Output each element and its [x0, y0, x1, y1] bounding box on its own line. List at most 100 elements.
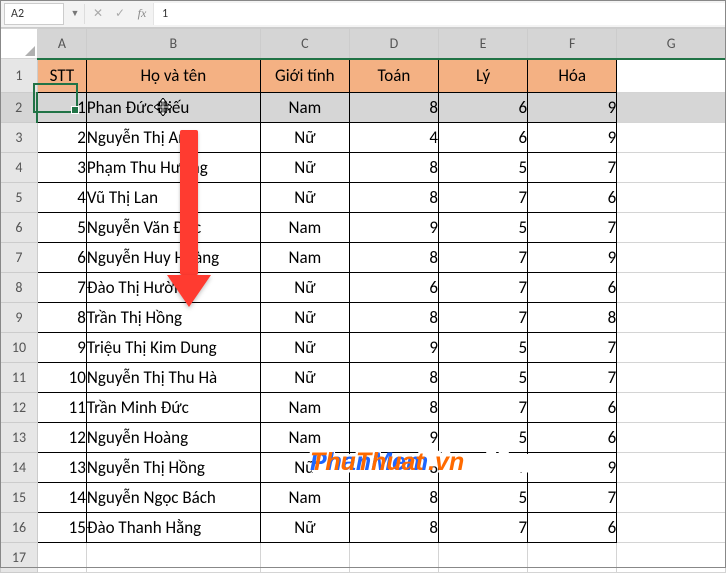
cell-G10[interactable]	[617, 333, 726, 363]
cell-name[interactable]: Vũ Thị Lan	[86, 183, 260, 213]
column-header-C[interactable]: C	[260, 29, 349, 59]
cell-phys[interactable]: 5	[439, 333, 528, 363]
row-header-12[interactable]: 12	[1, 393, 38, 423]
row-header-8[interactable]: 8	[1, 273, 38, 303]
cell-name[interactable]: Nguyễn Thị Anh	[86, 123, 260, 153]
cell-G1[interactable]	[617, 59, 726, 93]
cell-G16[interactable]	[617, 513, 726, 543]
cell-math[interactable]: 8	[349, 363, 438, 393]
column-header-F[interactable]: F	[528, 29, 617, 59]
cell-chem[interactable]: 9	[528, 123, 617, 153]
cell-math[interactable]: 8	[349, 93, 438, 123]
cell-chem[interactable]: 6	[528, 273, 617, 303]
cell-phys[interactable]: 7	[439, 453, 528, 483]
cell-phys[interactable]: 7	[439, 513, 528, 543]
row-header-13[interactable]: 13	[1, 423, 38, 453]
cell-G6[interactable]	[617, 213, 726, 243]
cell-G9[interactable]	[617, 303, 726, 333]
cell-phys[interactable]: 7	[439, 183, 528, 213]
cell-chem[interactable]: 6	[528, 423, 617, 453]
cell-phys[interactable]: 7	[439, 273, 528, 303]
cell-G3[interactable]	[617, 123, 726, 153]
cell-gender[interactable]: Nữ	[260, 333, 349, 363]
cell-stt[interactable]: 6	[37, 243, 86, 273]
cell-chem[interactable]: 6	[528, 513, 617, 543]
header-phys[interactable]: Lý	[439, 59, 528, 93]
row-header-14[interactable]: 14	[1, 453, 38, 483]
cell-gender[interactable]: Nữ	[260, 513, 349, 543]
row-header-11[interactable]: 11	[1, 363, 38, 393]
empty-cell[interactable]	[86, 543, 260, 573]
cell-chem[interactable]: 7	[528, 153, 617, 183]
cell-phys[interactable]: 5	[439, 483, 528, 513]
cell-phys[interactable]: 6	[439, 93, 528, 123]
cell-phys[interactable]: 5	[439, 423, 528, 453]
cell-math[interactable]: 8	[349, 303, 438, 333]
cell-phys[interactable]: 5	[439, 363, 528, 393]
cell-stt[interactable]: 13	[37, 453, 86, 483]
fx-icon[interactable]: fx	[131, 3, 153, 25]
cell-name[interactable]: Đào Thị Hường	[86, 273, 260, 303]
row-header-17[interactable]: 17	[1, 543, 38, 573]
cell-gender[interactable]: Nữ	[260, 183, 349, 213]
cell-name[interactable]: Phạm Thu Hương	[86, 153, 260, 183]
row-header-7[interactable]: 7	[1, 243, 38, 273]
cancel-icon[interactable]: ✕	[87, 3, 109, 25]
confirm-icon[interactable]: ✓	[109, 3, 131, 25]
cell-stt[interactable]: 2	[37, 123, 86, 153]
row-header-16[interactable]: 16	[1, 513, 38, 543]
cell-G4[interactable]	[617, 153, 726, 183]
cell-chem[interactable]: 6	[528, 393, 617, 423]
header-name[interactable]: Họ và tên	[86, 59, 260, 93]
empty-cell[interactable]	[617, 543, 726, 573]
cell-name[interactable]: Triệu Thị Kim Dung	[86, 333, 260, 363]
cell-stt[interactable]: 11	[37, 393, 86, 423]
cell-name[interactable]: Nguyễn Thị Hồng	[86, 453, 260, 483]
select-all-corner[interactable]	[1, 29, 38, 59]
cell-chem[interactable]: 7	[528, 213, 617, 243]
cell-math[interactable]: 9	[349, 423, 438, 453]
header-stt[interactable]: STT	[37, 59, 86, 93]
cell-stt[interactable]: 5	[37, 213, 86, 243]
empty-cell[interactable]	[37, 543, 86, 573]
cell-G11[interactable]	[617, 363, 726, 393]
cell-stt[interactable]: 4	[37, 183, 86, 213]
cell-gender[interactable]: Nữ	[260, 363, 349, 393]
cell-math[interactable]: 8	[349, 243, 438, 273]
cell-gender[interactable]: Nam	[260, 243, 349, 273]
cell-gender[interactable]: Nữ	[260, 273, 349, 303]
cell-name[interactable]: Trần Minh Đức	[86, 393, 260, 423]
cell-gender[interactable]: Nữ	[260, 153, 349, 183]
cell-name[interactable]: Trần Thị Hồng	[86, 303, 260, 333]
cell-name[interactable]: Phan Đức Hiếu	[86, 93, 260, 123]
cell-math[interactable]: 8	[349, 393, 438, 423]
column-header-G[interactable]: G	[617, 29, 726, 59]
cell-G13[interactable]	[617, 423, 726, 453]
cell-chem[interactable]: 9	[528, 93, 617, 123]
worksheet[interactable]: ABCDEFG 1STTHọ và tênGiới tínhToánLýHóa2…	[0, 28, 726, 573]
cell-phys[interactable]: 6	[439, 123, 528, 153]
empty-cell[interactable]	[349, 543, 438, 573]
row-header-4[interactable]: 4	[1, 153, 38, 183]
cell-gender[interactable]: Nam	[260, 423, 349, 453]
formula-input[interactable]: 1	[153, 3, 726, 25]
row-header-1[interactable]: 1	[1, 59, 38, 93]
cell-gender[interactable]: Nam	[260, 93, 349, 123]
name-box[interactable]: A2	[4, 3, 64, 25]
row-header-6[interactable]: 6	[1, 213, 38, 243]
cell-stt[interactable]: 15	[37, 513, 86, 543]
cell-math[interactable]: 8	[349, 153, 438, 183]
cell-math[interactable]: 4	[349, 123, 438, 153]
cell-math[interactable]: 8	[349, 513, 438, 543]
cell-chem[interactable]: 7	[528, 333, 617, 363]
row-header-5[interactable]: 5	[1, 183, 38, 213]
cell-stt[interactable]: 9	[37, 333, 86, 363]
cell-stt[interactable]: 7	[37, 273, 86, 303]
cell-math[interactable]: 9	[349, 333, 438, 363]
cell-gender[interactable]: Nam	[260, 393, 349, 423]
column-header-E[interactable]: E	[439, 29, 528, 59]
cell-chem[interactable]: 7	[528, 483, 617, 513]
cell-phys[interactable]: 7	[439, 243, 528, 273]
cell-G2[interactable]	[617, 93, 726, 123]
cell-stt[interactable]: 10	[37, 363, 86, 393]
